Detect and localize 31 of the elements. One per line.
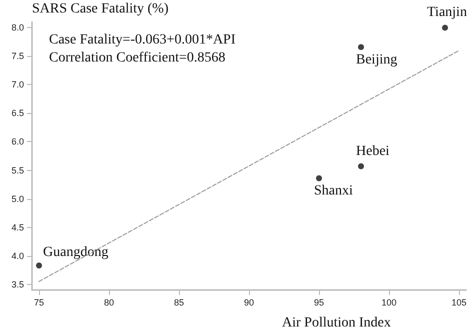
y-tick-label: 4.0: [11, 250, 24, 261]
annotation: Shanxi: [314, 184, 353, 199]
y-tick-label: 8.0: [11, 22, 24, 33]
x-tick-label: 80: [104, 298, 114, 308]
x-tick-label: 95: [314, 298, 324, 308]
annotation: Correlation Coefficient=0.8568: [49, 50, 226, 66]
y-tick-label: 6.0: [11, 136, 24, 147]
point: [36, 262, 42, 268]
x-axis-title: Air Pollution Index: [282, 316, 391, 330]
annotation: Case Fatality=-0.063+0.001*API: [49, 32, 236, 48]
annotation: Hebei: [356, 144, 390, 159]
x-tick-label: 105: [451, 298, 467, 308]
annotation: Guangdong: [43, 244, 108, 260]
y-axis-title: SARS Case Fatality (%): [32, 2, 169, 16]
point: [358, 44, 364, 50]
x-tick-label: 85: [174, 298, 184, 308]
point: [316, 175, 322, 182]
point: [442, 24, 448, 31]
y-tick-label: 3.5: [11, 279, 24, 290]
x-tick-label: 75: [34, 298, 44, 308]
y-tick-label: 5.0: [11, 194, 24, 204]
annotation: Tianjin: [427, 5, 467, 20]
x-tick-label: 100: [381, 298, 397, 308]
point: [358, 163, 364, 170]
y-tick-label: 5.5: [11, 165, 24, 176]
x-tick-label: 90: [244, 298, 254, 308]
annotation: Beijing: [356, 52, 398, 68]
y-tick-label: 6.5: [11, 108, 24, 118]
y-tick-label: 7.0: [11, 80, 24, 90]
y-tick-label: 7.5: [11, 51, 24, 62]
y-tick-label: 4.5: [11, 222, 24, 232]
